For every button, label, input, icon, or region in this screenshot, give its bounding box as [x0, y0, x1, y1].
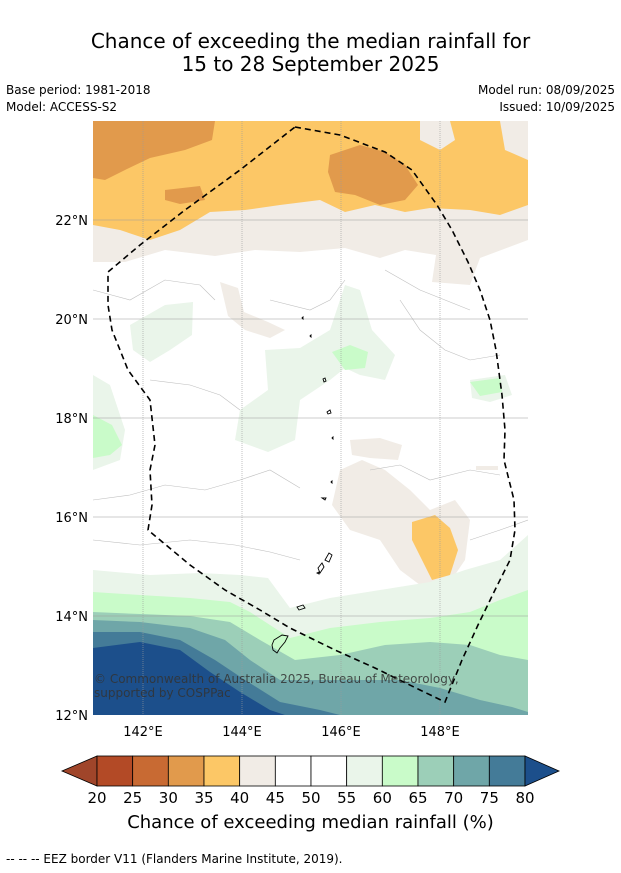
- band-80-south: [93, 642, 285, 715]
- lon-label-144e: 144°E: [222, 725, 262, 740]
- band-45-north-gap2: [500, 121, 528, 160]
- colorbar-extend-high: [524, 755, 560, 787]
- lat-label-14n: 14°N: [55, 610, 88, 625]
- band-60-west: [93, 415, 122, 458]
- colorbar-tick-label: 40: [230, 789, 249, 807]
- colorbar-tick-label: 55: [337, 789, 356, 807]
- colorbar-tick-label: 65: [408, 789, 427, 807]
- colorbar-segment: [239, 755, 276, 787]
- colorbar-segment: [274, 755, 312, 787]
- colorbar-tick-label: 20: [87, 789, 106, 807]
- farallon-island: [301, 315, 304, 321]
- colorbar-segment: [310, 755, 348, 787]
- colorbar-segment: [453, 755, 490, 787]
- colorbar-segment: [132, 755, 169, 787]
- rainfall-probability-map: [93, 121, 528, 715]
- maug-island: [309, 333, 312, 339]
- latitude-axis: 22°N 20°N 18°N 16°N 14°N 12°N: [55, 214, 88, 724]
- band-55-center: [235, 285, 395, 452]
- base-period-text: Base period: 1981-2018: [6, 83, 151, 97]
- band-45-north-gap: [420, 121, 455, 150]
- colorbar-segment: [96, 755, 134, 787]
- longitude-axis: 142°E 144°E 146°E 148°E: [123, 725, 460, 740]
- contour-line-3: [93, 519, 528, 561]
- aguijan-island: [315, 571, 320, 575]
- lat-label-18n: 18°N: [55, 412, 88, 427]
- band-45-blob-20n: [220, 282, 285, 338]
- model-text: Model: ACCESS-S2: [6, 100, 118, 114]
- gridlines: [93, 121, 528, 715]
- colorbar-tick-label: 50: [301, 789, 320, 807]
- guam-island: [271, 634, 289, 654]
- lon-label-148e: 148°E: [420, 725, 460, 740]
- anatahan-island: [320, 497, 327, 501]
- contour-line-1: [93, 269, 471, 311]
- colorbar-tick-label: 70: [444, 789, 463, 807]
- colorbar-segment: [203, 755, 241, 787]
- contour-line-2: [93, 464, 501, 501]
- lat-label-20n: 20°N: [55, 313, 88, 328]
- band-45-east-strip: [476, 466, 498, 470]
- map-title-line2: 15 to 28 September 2025: [181, 52, 440, 76]
- contour-line-4: [149, 299, 501, 411]
- lon-label-146e: 146°E: [321, 725, 361, 740]
- sarigan-island: [330, 479, 333, 485]
- colorbar-tick-label: 35: [194, 789, 213, 807]
- issued-text: Issued: 10/09/2025: [499, 100, 615, 114]
- band-30-small: [165, 186, 205, 204]
- colorbar-segment: [417, 755, 455, 787]
- band-30-center: [328, 145, 418, 205]
- copyright-notice: © Commonwealth of Australia 2025, Bureau…: [94, 672, 459, 700]
- colorbar-tick-label: 75: [480, 789, 499, 807]
- model-run-text: Model run: 08/09/2025: [477, 83, 615, 97]
- colorbar-segment: [381, 755, 419, 787]
- colorbar-segment: [346, 755, 383, 787]
- colorbar-tick-label: 25: [123, 789, 142, 807]
- rota-island: [296, 604, 306, 611]
- eez-legend-note: -- -- -- EEZ border V11 (Flanders Marine…: [6, 852, 343, 866]
- saipan-island: [324, 552, 333, 563]
- band-35-south: [412, 515, 458, 580]
- colorbar-tick-label: 80: [515, 789, 534, 807]
- colorbar-extend-low: [60, 755, 98, 787]
- band-45-blob-17n: [350, 438, 402, 460]
- lon-label-142e: 142°E: [123, 725, 163, 740]
- lat-label-16n: 16°N: [55, 511, 88, 526]
- band-55-west: [130, 302, 193, 362]
- colorbar-tick-label: 30: [159, 789, 178, 807]
- colorbar-title: Chance of exceeding median rainfall (%): [127, 812, 494, 833]
- island-outlines: [271, 315, 334, 654]
- agrihan-island: [331, 435, 334, 441]
- colorbar-tick-label: 45: [266, 789, 285, 807]
- alamagan-island: [326, 409, 332, 415]
- pagan-island: [322, 377, 327, 383]
- band-60-east: [470, 378, 502, 396]
- band-35-north: [93, 121, 528, 240]
- lat-label-22n: 22°N: [55, 214, 88, 229]
- colorbar-segment: [488, 755, 526, 787]
- map-title-line1: Chance of exceeding the median rainfall …: [90, 29, 531, 53]
- lat-label-12n: 12°N: [55, 709, 88, 724]
- colorbar-segment: [167, 755, 205, 787]
- colorbar-tick-label: 60: [373, 789, 392, 807]
- band-30-nw: [93, 121, 215, 180]
- colorbar: 20 25 30 35 40 45 50 55 60 65 70 75 80: [60, 755, 560, 807]
